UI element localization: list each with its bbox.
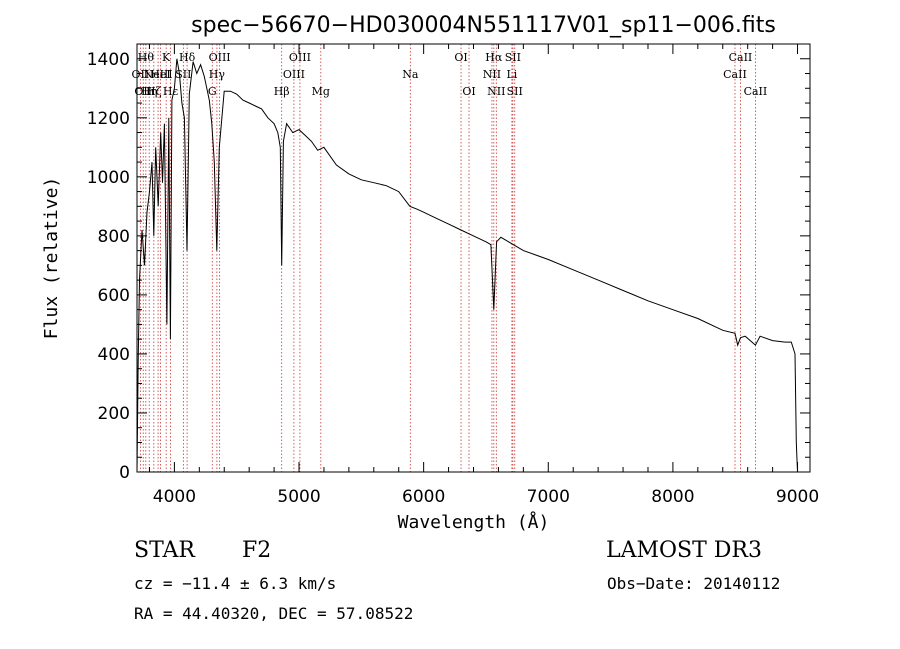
x-tick-label: 7000: [527, 487, 570, 507]
line-marker-label: Hη: [141, 85, 157, 98]
plot-frame: [136, 43, 811, 473]
line-marker-label: OII: [132, 68, 150, 81]
line-marker-label: NII: [487, 85, 505, 98]
object-subclass: F2: [242, 538, 272, 563]
line-marker-label: Hθ: [138, 51, 155, 64]
obs-date: Obs−Date: 20140112: [607, 574, 781, 593]
line-marker-label: OI: [454, 51, 467, 64]
line-marker-label: K: [162, 51, 171, 64]
line-marker-label: OIII: [289, 51, 311, 64]
line-marker-label: OIII: [283, 68, 305, 81]
line-marker-layer: [139, 44, 756, 472]
line-marker-label: Hε: [163, 85, 179, 98]
y-tick-label: 800: [98, 227, 130, 247]
line-marker-label: HeI: [150, 68, 170, 81]
chart-title: spec−56670−HD030004N551117V01_sp11−006.f…: [191, 13, 776, 38]
line-marker-label: G: [208, 85, 217, 98]
x-tick-label: 6000: [402, 487, 445, 507]
line-marker-label: OI: [462, 85, 475, 98]
line-marker-label: SII: [175, 68, 191, 81]
line-marker-label: Li: [506, 68, 517, 81]
spectrum-line: [136, 58, 798, 473]
line-marker-label: Hδ: [179, 51, 196, 64]
line-marker-label: Mg: [312, 85, 330, 98]
line-marker-label: Hα: [485, 51, 503, 64]
line-marker-label: OIII: [209, 51, 231, 64]
y-axis-label: Flux (relative): [41, 177, 62, 340]
line-marker-label: NII: [483, 68, 501, 81]
coordinates: RA = 44.40320, DEC = 57.08522: [134, 604, 414, 623]
x-axis-label: Wavelength (Å): [398, 511, 550, 533]
line-marker-label: Hζ: [146, 85, 162, 98]
line-marker-label: Hγ: [209, 68, 226, 81]
y-tick-label: 400: [98, 345, 130, 365]
line-marker-label-layer: OIIOIIHθHηHζNeIIIHeIKHεSIIHδGHγOIIIHβOII…: [132, 51, 768, 98]
object-class: STAR: [134, 538, 195, 563]
x-tick-label: 8000: [651, 487, 694, 507]
survey-name: LAMOST DR3: [606, 538, 762, 563]
line-marker-label: NeIII: [143, 68, 172, 81]
line-marker-label: CaII: [723, 68, 747, 81]
line-marker-label: SII: [505, 51, 521, 64]
line-marker-label: CaII: [744, 85, 768, 98]
y-tick-label: 0: [119, 463, 130, 483]
x-axis-ticks: 4000 5000 6000 7000 8000 9000: [148, 44, 819, 507]
y-tick-label: 1200: [87, 109, 130, 129]
y-tick-label: 1400: [87, 50, 130, 70]
x-tick-label: 5000: [277, 487, 320, 507]
y-axis-ticks: 0 200 400 600 800 1000 1200 1400: [87, 50, 810, 483]
x-tick-label: 4000: [153, 487, 196, 507]
y-tick-label: 600: [98, 286, 130, 306]
x-tick-label: 9000: [776, 487, 819, 507]
redshift-text: cz = −11.4 ± 6.3 km/s: [134, 574, 337, 593]
line-marker-label: Na: [402, 68, 419, 81]
y-tick-label: 200: [98, 404, 130, 424]
y-tick-label: 1000: [87, 168, 130, 188]
line-marker-label: Hβ: [274, 85, 290, 98]
line-marker-label: CaII: [729, 51, 753, 64]
line-marker-label: SII: [507, 85, 523, 98]
